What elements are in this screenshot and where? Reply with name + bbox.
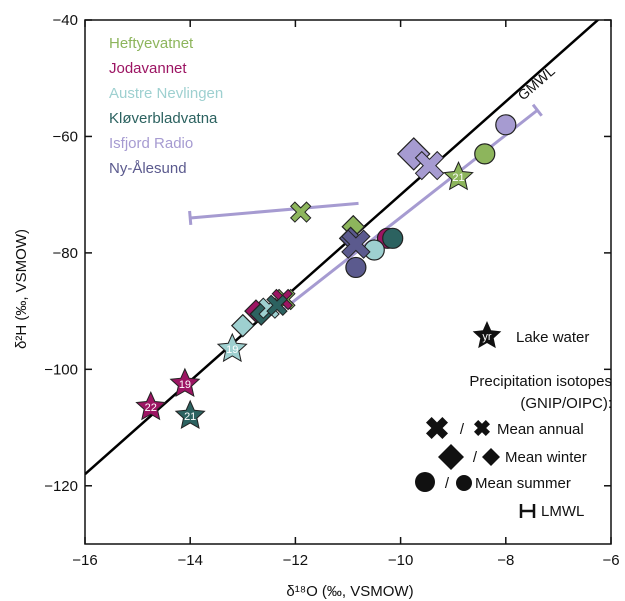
key-lmwl-label: LMWL [541, 503, 584, 520]
annual-point-kloverbladvatna [266, 294, 288, 317]
annual-point-heftyevatnet [289, 201, 312, 223]
key-precip-title-line1: Precipitation isotopes [469, 373, 612, 390]
key-winter-large-icon [438, 444, 464, 470]
lake-water-star-label-kloverbladvatna: 21 [184, 411, 196, 423]
legend-entry-ny-alesund: Ny-Ålesund [109, 160, 187, 177]
legend-entry-kloverbladvatna: Kløverbladvatna [109, 110, 218, 127]
x-tick-label: −6 [602, 552, 619, 569]
key-summer-separator: / [445, 475, 450, 492]
x-tick-label: −16 [72, 552, 97, 569]
symbol-key: yr Lake water Precipitation isotopes (GN… [415, 321, 612, 520]
y-tick-label: −120 [44, 478, 78, 495]
key-annual-large-icon [426, 417, 448, 439]
summer-point-heftyevatnet [474, 143, 496, 165]
lmwl-cap-isfjord-radio-segment [188, 210, 193, 226]
summer-point-isfjord-radio [495, 114, 517, 136]
x-tick-label: −10 [388, 552, 413, 569]
lmwl-line-isfjord-radio-segment [190, 201, 359, 220]
key-star-text: yr [482, 331, 492, 343]
legend-entry-isfjord-radio: Isfjord Radio [109, 135, 193, 152]
legend: Heftyevatnet Jodavannet Austre Nevlingen… [109, 35, 223, 177]
key-summer-label: Mean summer [475, 475, 571, 492]
y-tick-label: −100 [44, 361, 78, 378]
y-axis-title: δ²H (‰, VSMOW) [13, 229, 30, 349]
key-winter-small-icon [482, 448, 500, 466]
annual-point-ny-alesund [341, 229, 371, 259]
y-tick-label: −40 [53, 12, 78, 29]
x-tick-label: −12 [283, 552, 308, 569]
y-tick-label: −80 [53, 245, 78, 262]
key-winter-label: Mean winter [505, 449, 587, 466]
x-tick-label: −14 [177, 552, 202, 569]
lake-water-star-heftyevatnet [443, 160, 474, 191]
lake-water-star-label-heftyevatnet: 21 [452, 172, 464, 184]
summer-point-kloverbladvatna [382, 227, 404, 249]
lake-water-star-jodavannet [169, 367, 201, 398]
gmwl-label: GMWL [514, 62, 558, 103]
lake-water-star-jodavannet [135, 390, 167, 421]
key-summer-large-icon [415, 472, 435, 492]
key-annual-small-icon [474, 420, 490, 436]
summer-point-ny-alesund [345, 256, 367, 279]
key-annual-label: Mean annual [497, 421, 584, 438]
lake-water-star-label-jodavannet: 19 [179, 379, 191, 391]
key-precip-title-line2: (GNIP/OIPC): [520, 395, 612, 412]
key-star-icon [472, 321, 502, 349]
lmwl-line-isfjord-radio [283, 109, 539, 310]
key-annual-separator: / [460, 421, 465, 438]
lake-water-star-label-austre-nevlingen: 19 [226, 344, 238, 356]
lake-water-star-kloverbladvatna [174, 399, 206, 429]
y-tick-label: −60 [53, 128, 78, 145]
winter-point-austre-nevlingen [230, 313, 255, 338]
lmwl-cap-isfjord-radio [531, 103, 543, 117]
x-axis-title: δ¹⁸O (‰, VSMOW) [286, 583, 413, 600]
x-tick-label: −8 [497, 552, 514, 569]
key-winter-separator: / [473, 449, 478, 466]
key-summer-small-icon [456, 475, 472, 491]
lake-water-star-austre-nevlingen [216, 332, 248, 363]
legend-entry-heftyevatnet: Heftyevatnet [109, 35, 194, 52]
annual-point-isfjord-radio [414, 150, 445, 181]
legend-entry-austre-nevlingen: Austre Nevlingen [109, 85, 223, 102]
plot-frame [84, 19, 612, 545]
legend-entry-jodavannet: Jodavannet [109, 60, 187, 77]
key-lake-water-label: Lake water [516, 329, 589, 346]
lake-water-star-label-jodavannet: 22 [145, 402, 157, 414]
